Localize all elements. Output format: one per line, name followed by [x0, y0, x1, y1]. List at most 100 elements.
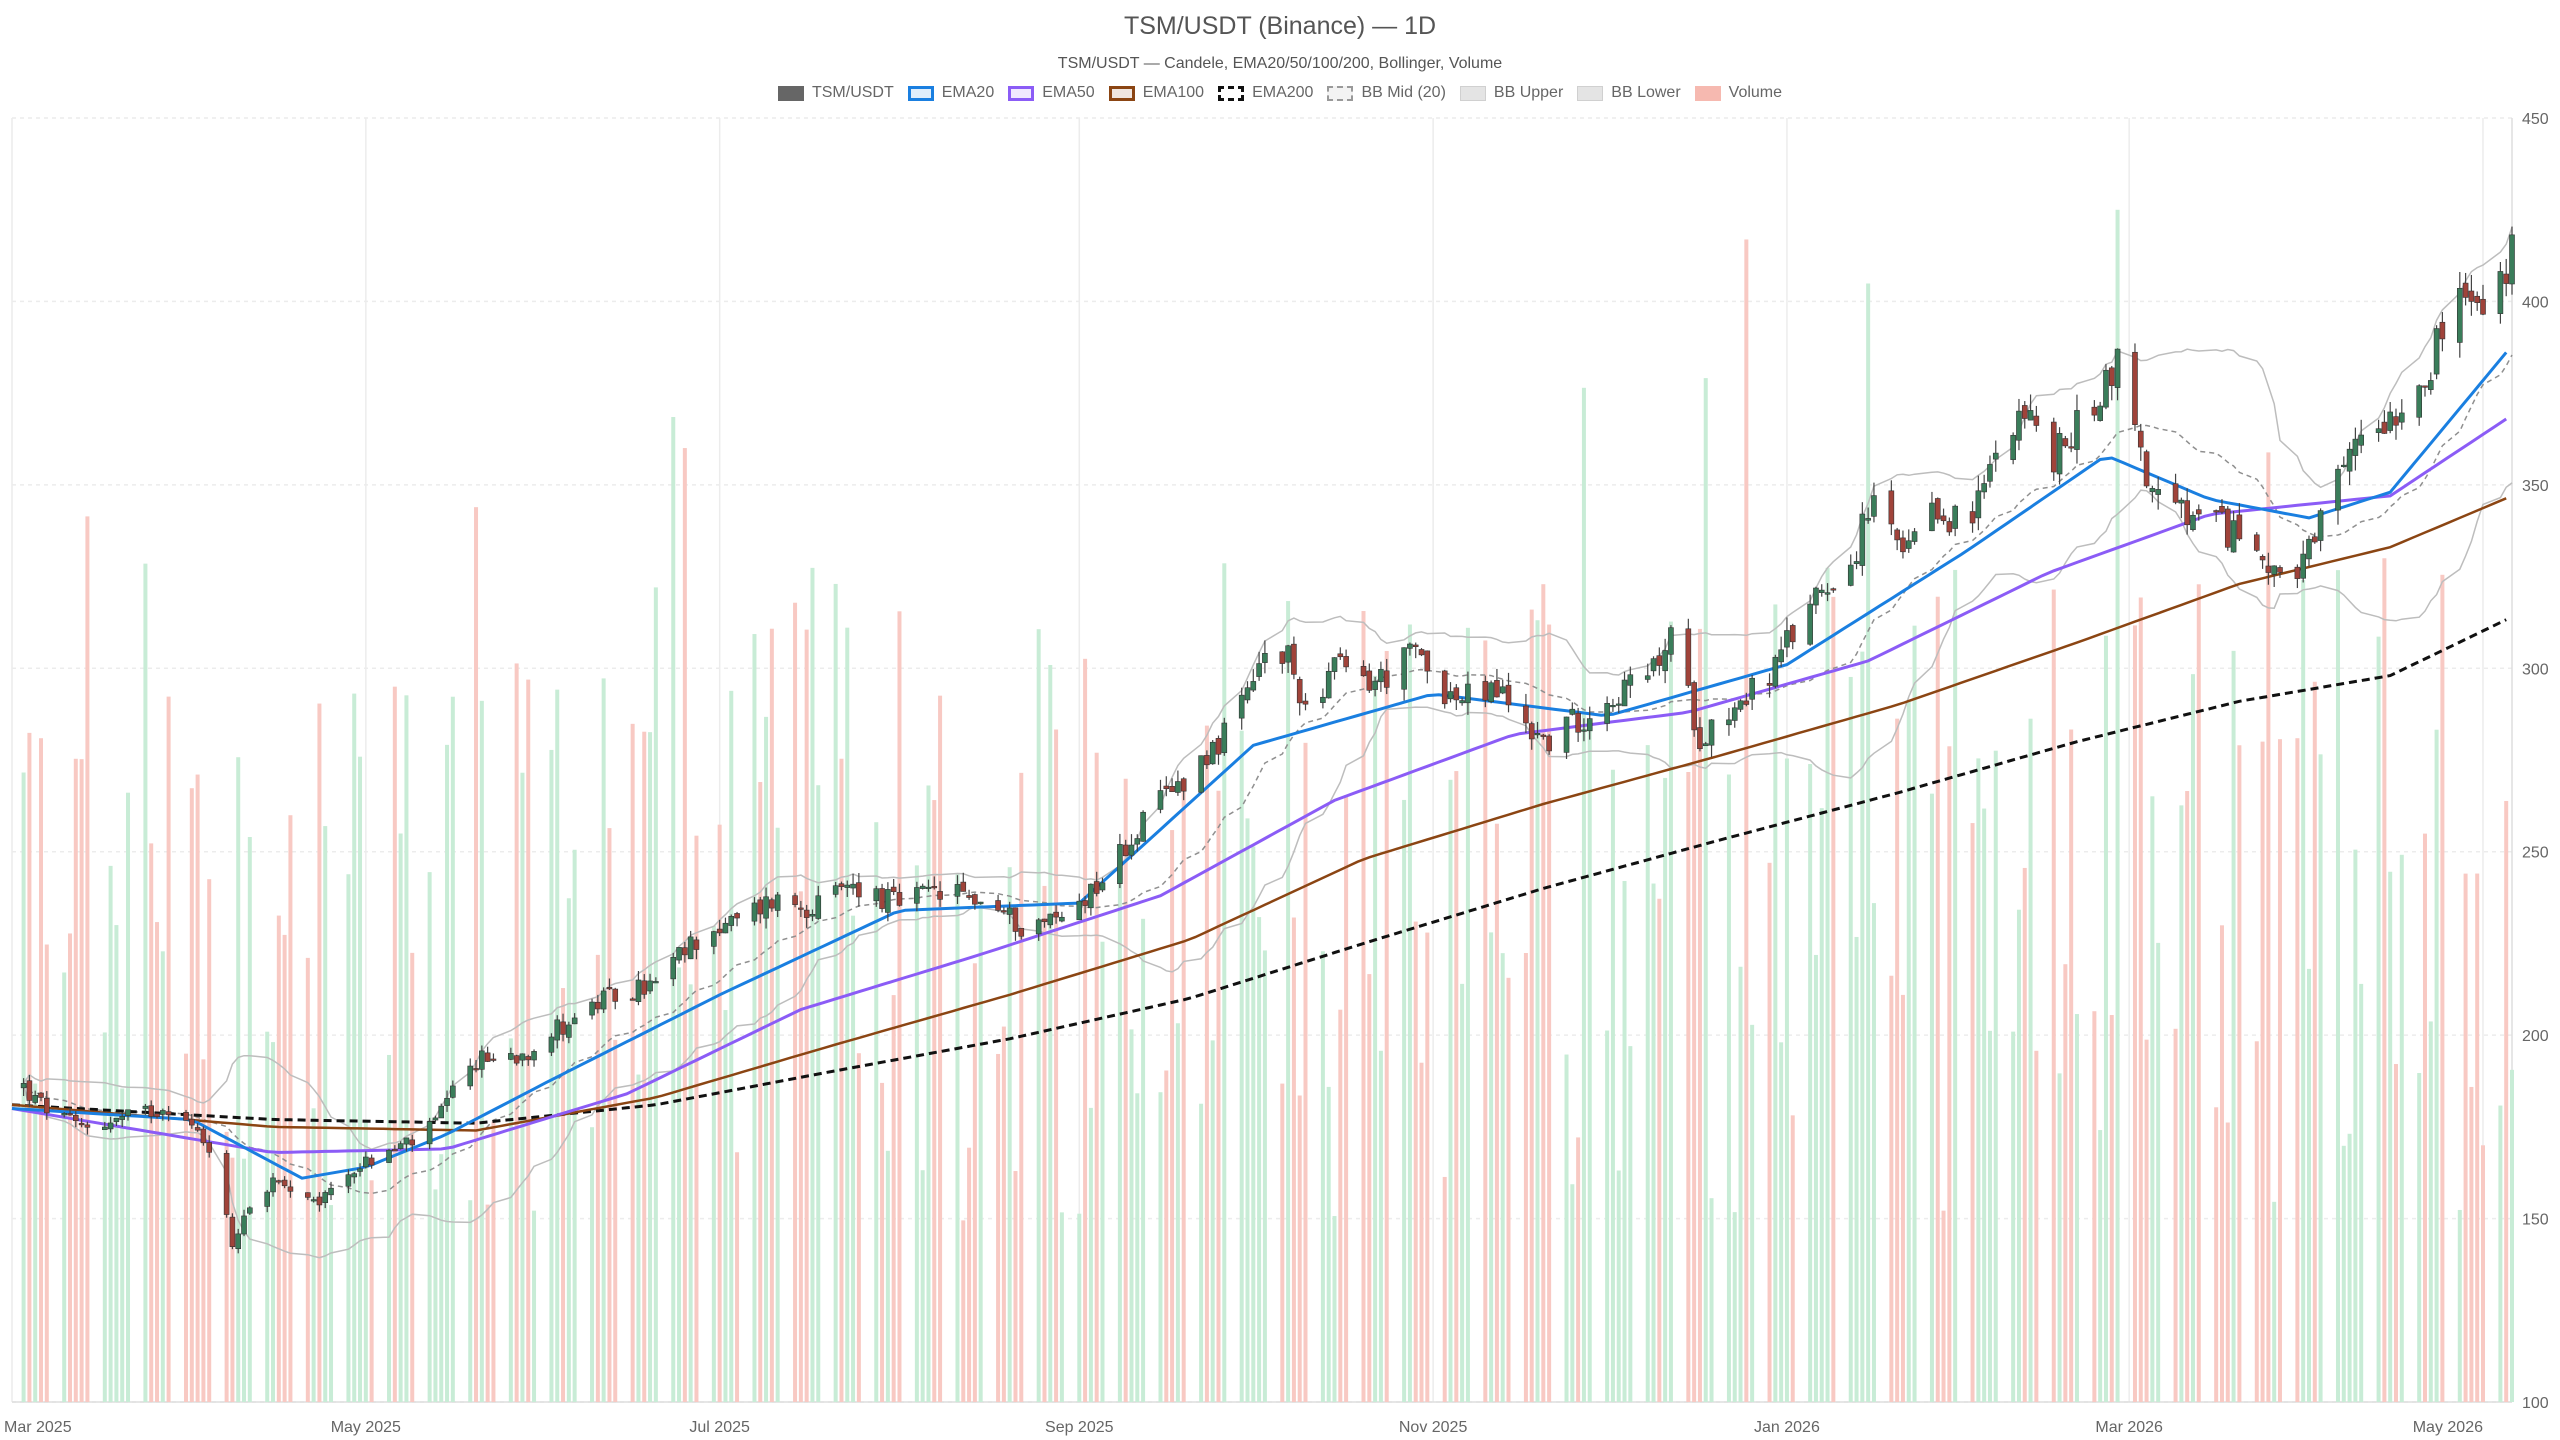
volume-bar [433, 1189, 438, 1402]
volume-bar [1442, 1176, 1447, 1402]
candle [554, 1015, 561, 1049]
volume-bar [2510, 1069, 2514, 1402]
candle-body [1215, 738, 1222, 755]
candle [450, 1080, 456, 1099]
legend-item-bb-lower[interactable]: BB Lower [1577, 84, 1681, 102]
candle [751, 897, 758, 926]
volume-bar [271, 1042, 276, 1402]
legend-item-bb-upper[interactable]: BB Upper [1459, 84, 1563, 102]
candle [1320, 688, 1326, 709]
legend-item-ema100[interactable]: EMA100 [1108, 84, 1204, 102]
candle-body [2416, 385, 2422, 418]
candle-body [392, 1149, 398, 1152]
volume-bar [2399, 854, 2404, 1402]
candle [1650, 656, 1657, 677]
volume-bar [1013, 1171, 1018, 1402]
candle [32, 1090, 39, 1105]
legend-item-volume[interactable]: Volume [1694, 84, 1782, 102]
volume-bar [2051, 589, 2056, 1402]
volume-bar [2335, 570, 2340, 1402]
candle [2050, 417, 2057, 481]
candle [467, 1058, 474, 1090]
volume-bar [1286, 601, 1291, 1402]
candle [386, 1148, 392, 1163]
candle [2497, 262, 2504, 324]
candle-body [1424, 650, 1431, 672]
candle [2456, 272, 2463, 358]
candle [1001, 907, 1007, 915]
volume-bar [595, 954, 600, 1402]
candle-body [351, 1173, 358, 1178]
candle [2317, 508, 2324, 552]
volume-bar [1175, 1023, 1180, 1402]
candle [479, 1045, 485, 1078]
candle [1900, 530, 1906, 559]
volume-bar [648, 732, 653, 1402]
legend-item-ema50[interactable]: EMA50 [1008, 84, 1095, 102]
volume-bar [410, 952, 415, 1402]
candle-body [838, 883, 845, 887]
volume-bar [1581, 387, 1586, 1402]
candle [1325, 662, 1332, 699]
candle-body [2358, 434, 2364, 446]
candle-body [937, 891, 943, 900]
legend-item-bb-mid-20[interactable]: BB Mid (20) [1327, 84, 1446, 102]
candle [1082, 896, 1088, 914]
candle [2172, 473, 2179, 505]
candle-body [1813, 587, 1819, 606]
volume-bar [2196, 584, 2201, 1402]
candle-body [2311, 536, 2318, 543]
candle [1366, 663, 1373, 693]
candle-body [2456, 288, 2463, 343]
legend-swatch [1218, 85, 1245, 101]
candle [1006, 901, 1013, 925]
volume-bar [1935, 596, 1940, 1402]
volume-bar [572, 849, 577, 1402]
legend-item-tsm-usdt[interactable]: TSM/USDT [777, 84, 894, 102]
candle-body [1940, 515, 1947, 522]
candle [426, 1117, 433, 1150]
volume-bar [508, 1038, 513, 1402]
legend-item-ema200[interactable]: EMA200 [1218, 84, 1313, 102]
candle-body [397, 1143, 404, 1149]
volume-bar [2359, 983, 2364, 1402]
candle [1702, 741, 1709, 747]
volume-bar [1819, 808, 1824, 1402]
candle-body [165, 1111, 172, 1115]
volume-bar [526, 679, 531, 1402]
candle [2068, 432, 2074, 453]
candle [1987, 455, 1993, 488]
volume-bar [1529, 609, 1534, 1402]
volume-bar [1181, 784, 1186, 1402]
candle [728, 914, 735, 932]
candle-body [670, 956, 677, 980]
volume-bar [851, 915, 856, 1402]
volume-bar [514, 663, 519, 1402]
candle-body [2184, 500, 2190, 526]
candle-body [484, 1052, 491, 1062]
legend-item-ema20[interactable]: EMA20 [907, 84, 994, 102]
volume-bar [2190, 674, 2195, 1402]
volume-bar [607, 828, 612, 1402]
volume-bar [1703, 378, 1708, 1402]
candle [235, 1228, 242, 1254]
candle [647, 973, 653, 994]
candle-body [606, 987, 613, 990]
candle [2503, 258, 2509, 297]
volume-bar [1912, 625, 1917, 1402]
volume-bar [1054, 729, 1059, 1402]
candle [2230, 510, 2237, 553]
candle-body [2027, 410, 2034, 421]
volume-bar [967, 1147, 972, 1402]
candle [1888, 480, 1895, 536]
volume-bar [2301, 580, 2306, 1402]
candle-body [774, 894, 781, 911]
candle [937, 881, 943, 907]
volume-bar [288, 815, 293, 1402]
candle [38, 1092, 44, 1102]
candle [1285, 644, 1291, 673]
candle [189, 1114, 195, 1129]
y-tick-label: 250 [2522, 845, 2549, 862]
candle [1204, 750, 1210, 769]
candle [1789, 623, 1796, 650]
